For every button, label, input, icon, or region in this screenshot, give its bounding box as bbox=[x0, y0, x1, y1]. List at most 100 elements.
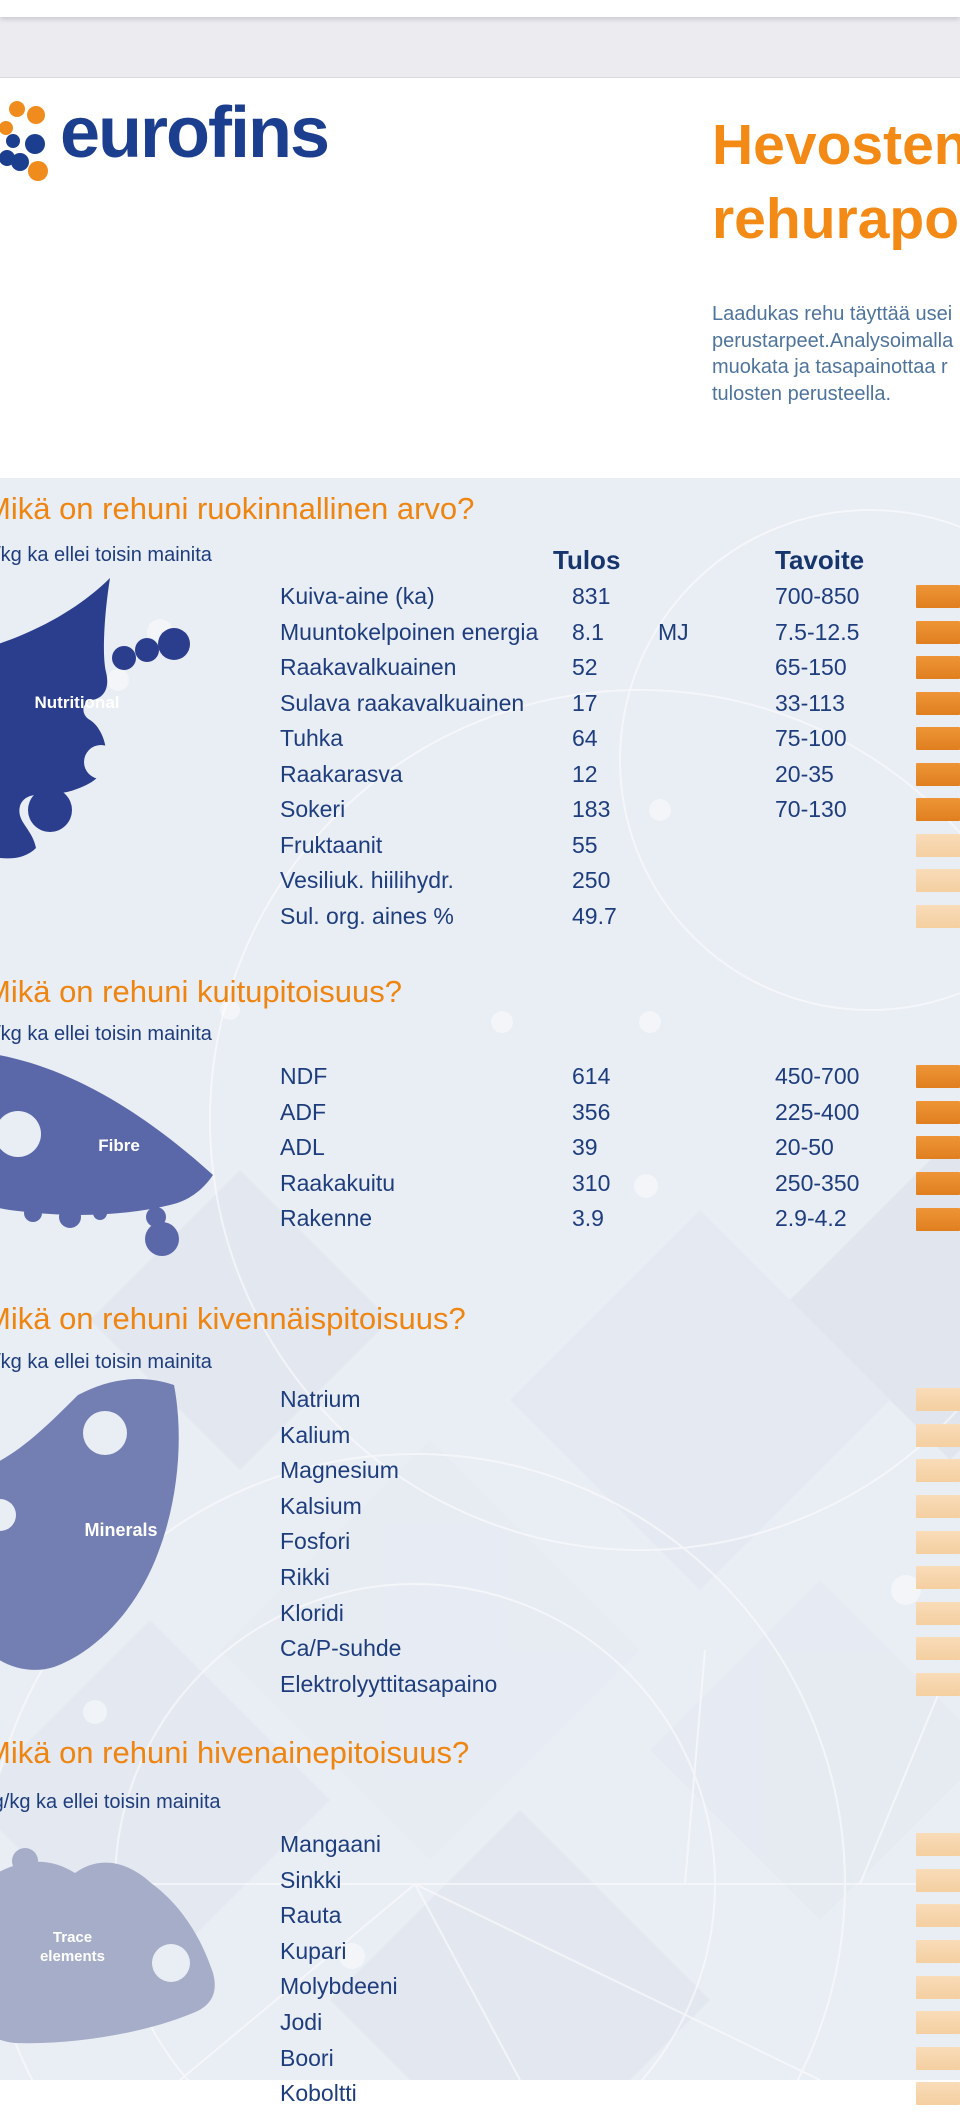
row-indicator-bar bbox=[916, 1940, 960, 1964]
row-result-value: 250 bbox=[572, 867, 611, 893]
row-target-range: 450-700 bbox=[775, 1063, 860, 1089]
row-label: Raakarasva bbox=[280, 760, 403, 787]
row-label: Rikki bbox=[280, 1564, 330, 1590]
row-indicator-bar bbox=[916, 1868, 960, 1892]
row-label: Kupari bbox=[280, 1937, 347, 1964]
row-indicator-bar bbox=[916, 1673, 960, 1697]
puzzle-piece-nutritional-icon bbox=[0, 576, 202, 876]
report-title-line1: Hevosten bbox=[712, 113, 960, 177]
row-indicator-bar bbox=[916, 620, 960, 644]
row-result-value: 55 bbox=[572, 831, 598, 858]
row-indicator-bar bbox=[916, 762, 960, 786]
report-title: Hevosten rehuraportti bbox=[712, 108, 960, 256]
row-label: Tuhka bbox=[280, 725, 344, 751]
row-result-value: 12 bbox=[572, 760, 598, 787]
row-result-value: 310 bbox=[572, 1169, 611, 1196]
intro-line: muokata ja tasapainottaa r bbox=[712, 356, 948, 378]
row-label: Sulava raakavalkuainen bbox=[280, 689, 525, 716]
row-target-range: 700-850 bbox=[775, 583, 860, 609]
row-label: Mangaani bbox=[280, 1831, 382, 1857]
row-indicator-bar bbox=[916, 1423, 960, 1447]
row-unit: MJ bbox=[658, 618, 689, 645]
row-label: Boori bbox=[280, 2044, 334, 2071]
row-label: Rauta bbox=[280, 1902, 342, 1929]
row-result-value: 49.7 bbox=[572, 902, 617, 929]
row-label: ADF bbox=[280, 1098, 326, 1125]
row-indicator-bar bbox=[916, 656, 960, 680]
row-indicator-bar bbox=[916, 1566, 960, 1590]
row-indicator-bar bbox=[916, 1172, 960, 1196]
row-label: Raakakuitu bbox=[280, 1169, 396, 1196]
row-label: Raakavalkuainen bbox=[280, 654, 457, 680]
row-label: Sinkki bbox=[280, 1866, 342, 1893]
unit-note-fibre: g/kg ka ellei toisin mainita bbox=[0, 1023, 212, 1045]
section-heading-nutritional: Mikä on rehuni ruokinnallinen arvo? bbox=[0, 491, 475, 526]
row-indicator-bar bbox=[916, 585, 960, 609]
row-result-value: 831 bbox=[572, 583, 611, 609]
viewer-toolbar-band bbox=[0, 17, 960, 78]
eurofins-logo-mark-icon bbox=[0, 101, 48, 181]
row-label: Sul. org. aines % bbox=[280, 902, 454, 929]
row-indicator-bar bbox=[916, 798, 960, 822]
row-indicator-bar bbox=[916, 1136, 960, 1160]
column-header-target: Tavoite bbox=[775, 545, 865, 575]
row-label: Rakenne bbox=[280, 1205, 373, 1232]
column-header-result: Tulos bbox=[553, 545, 621, 575]
row-target-range: 20-50 bbox=[775, 1134, 834, 1161]
row-label: Fosfori bbox=[280, 1528, 351, 1555]
row-label: NDF bbox=[280, 1063, 328, 1089]
intro-line: perustarpeet.Analysoimalla bbox=[712, 329, 954, 352]
unit-note-trace: mg/kg ka ellei toisin mainita bbox=[0, 1791, 221, 1813]
top-white-strip bbox=[0, 0, 960, 17]
row-target-range: 75-100 bbox=[775, 725, 847, 751]
row-indicator-bar bbox=[916, 1601, 960, 1625]
row-label: Kalsium bbox=[280, 1492, 362, 1519]
report-intro-text: Laadukas rehu täyttää usei perustarpeet.A… bbox=[712, 301, 960, 407]
row-label: Koboltti bbox=[280, 2080, 357, 2107]
row-label: Vesiliuk. hiilihydr. bbox=[280, 867, 454, 893]
section-heading-trace: Mikä on rehuni hivenainepitoisuus? bbox=[0, 1735, 470, 1770]
section-heading-minerals: Mikä on rehuni kivennäispitoisuus? bbox=[0, 1301, 466, 1336]
row-label: Muuntokelpoinen energia bbox=[280, 618, 539, 645]
intro-line: tulosten perusteella. bbox=[712, 382, 892, 405]
puzzle-label-trace: Trace elements bbox=[39, 1929, 106, 1965]
report-title-line2: rehuraportti bbox=[712, 187, 960, 251]
unit-note-nutritional: g/kg ka ellei toisin mainita bbox=[0, 544, 212, 566]
row-indicator-bar bbox=[916, 1065, 960, 1089]
row-result-value: 356 bbox=[572, 1098, 611, 1125]
row-result-value: 64 bbox=[572, 725, 598, 751]
row-label: Kalium bbox=[280, 1421, 351, 1448]
row-label: Magnesium bbox=[280, 1457, 399, 1484]
intro-line: Laadukas rehu täyttää usei bbox=[712, 303, 953, 325]
unit-note-minerals: g/kg ka ellei toisin mainita bbox=[0, 1351, 212, 1373]
row-target-range: 250-350 bbox=[775, 1169, 860, 1196]
row-indicator-bar bbox=[916, 833, 960, 857]
row-label: Jodi bbox=[280, 2009, 323, 2035]
row-result-value: 52 bbox=[572, 654, 598, 680]
row-target-range: 65-150 bbox=[775, 654, 847, 680]
puzzle-label-minerals: Minerals bbox=[84, 1520, 158, 1540]
puzzle-piece-fibre-icon bbox=[0, 1045, 250, 1280]
row-result-value: 183 bbox=[572, 796, 611, 822]
row-indicator-bar bbox=[916, 2046, 960, 2070]
row-target-range: 7.5-12.5 bbox=[775, 618, 860, 645]
row-indicator-bar bbox=[916, 1388, 960, 1412]
table-row: Koboltti bbox=[0, 2076, 960, 2112]
row-label: Elektrolyyttitasapaino bbox=[280, 1670, 498, 1697]
section-heading-fibre: Mikä on rehuni kuitupitoisuus? bbox=[0, 974, 403, 1009]
row-target-range: 33-113 bbox=[775, 689, 845, 716]
row-indicator-bar bbox=[916, 691, 960, 715]
row-indicator-bar bbox=[916, 2011, 960, 2035]
row-indicator-bar bbox=[916, 1530, 960, 1554]
row-indicator-bar bbox=[916, 1207, 960, 1231]
row-target-range: 70-130 bbox=[775, 796, 847, 822]
row-target-range: 2.9-4.2 bbox=[775, 1205, 847, 1232]
row-indicator-bar bbox=[916, 869, 960, 893]
row-result-value: 8.1 bbox=[572, 618, 604, 645]
row-label: Fruktaanit bbox=[280, 831, 383, 858]
row-indicator-bar bbox=[916, 1904, 960, 1928]
row-label: Kloridi bbox=[280, 1599, 344, 1626]
row-result-value: 17 bbox=[572, 689, 598, 716]
row-target-range: 225-400 bbox=[775, 1098, 860, 1125]
